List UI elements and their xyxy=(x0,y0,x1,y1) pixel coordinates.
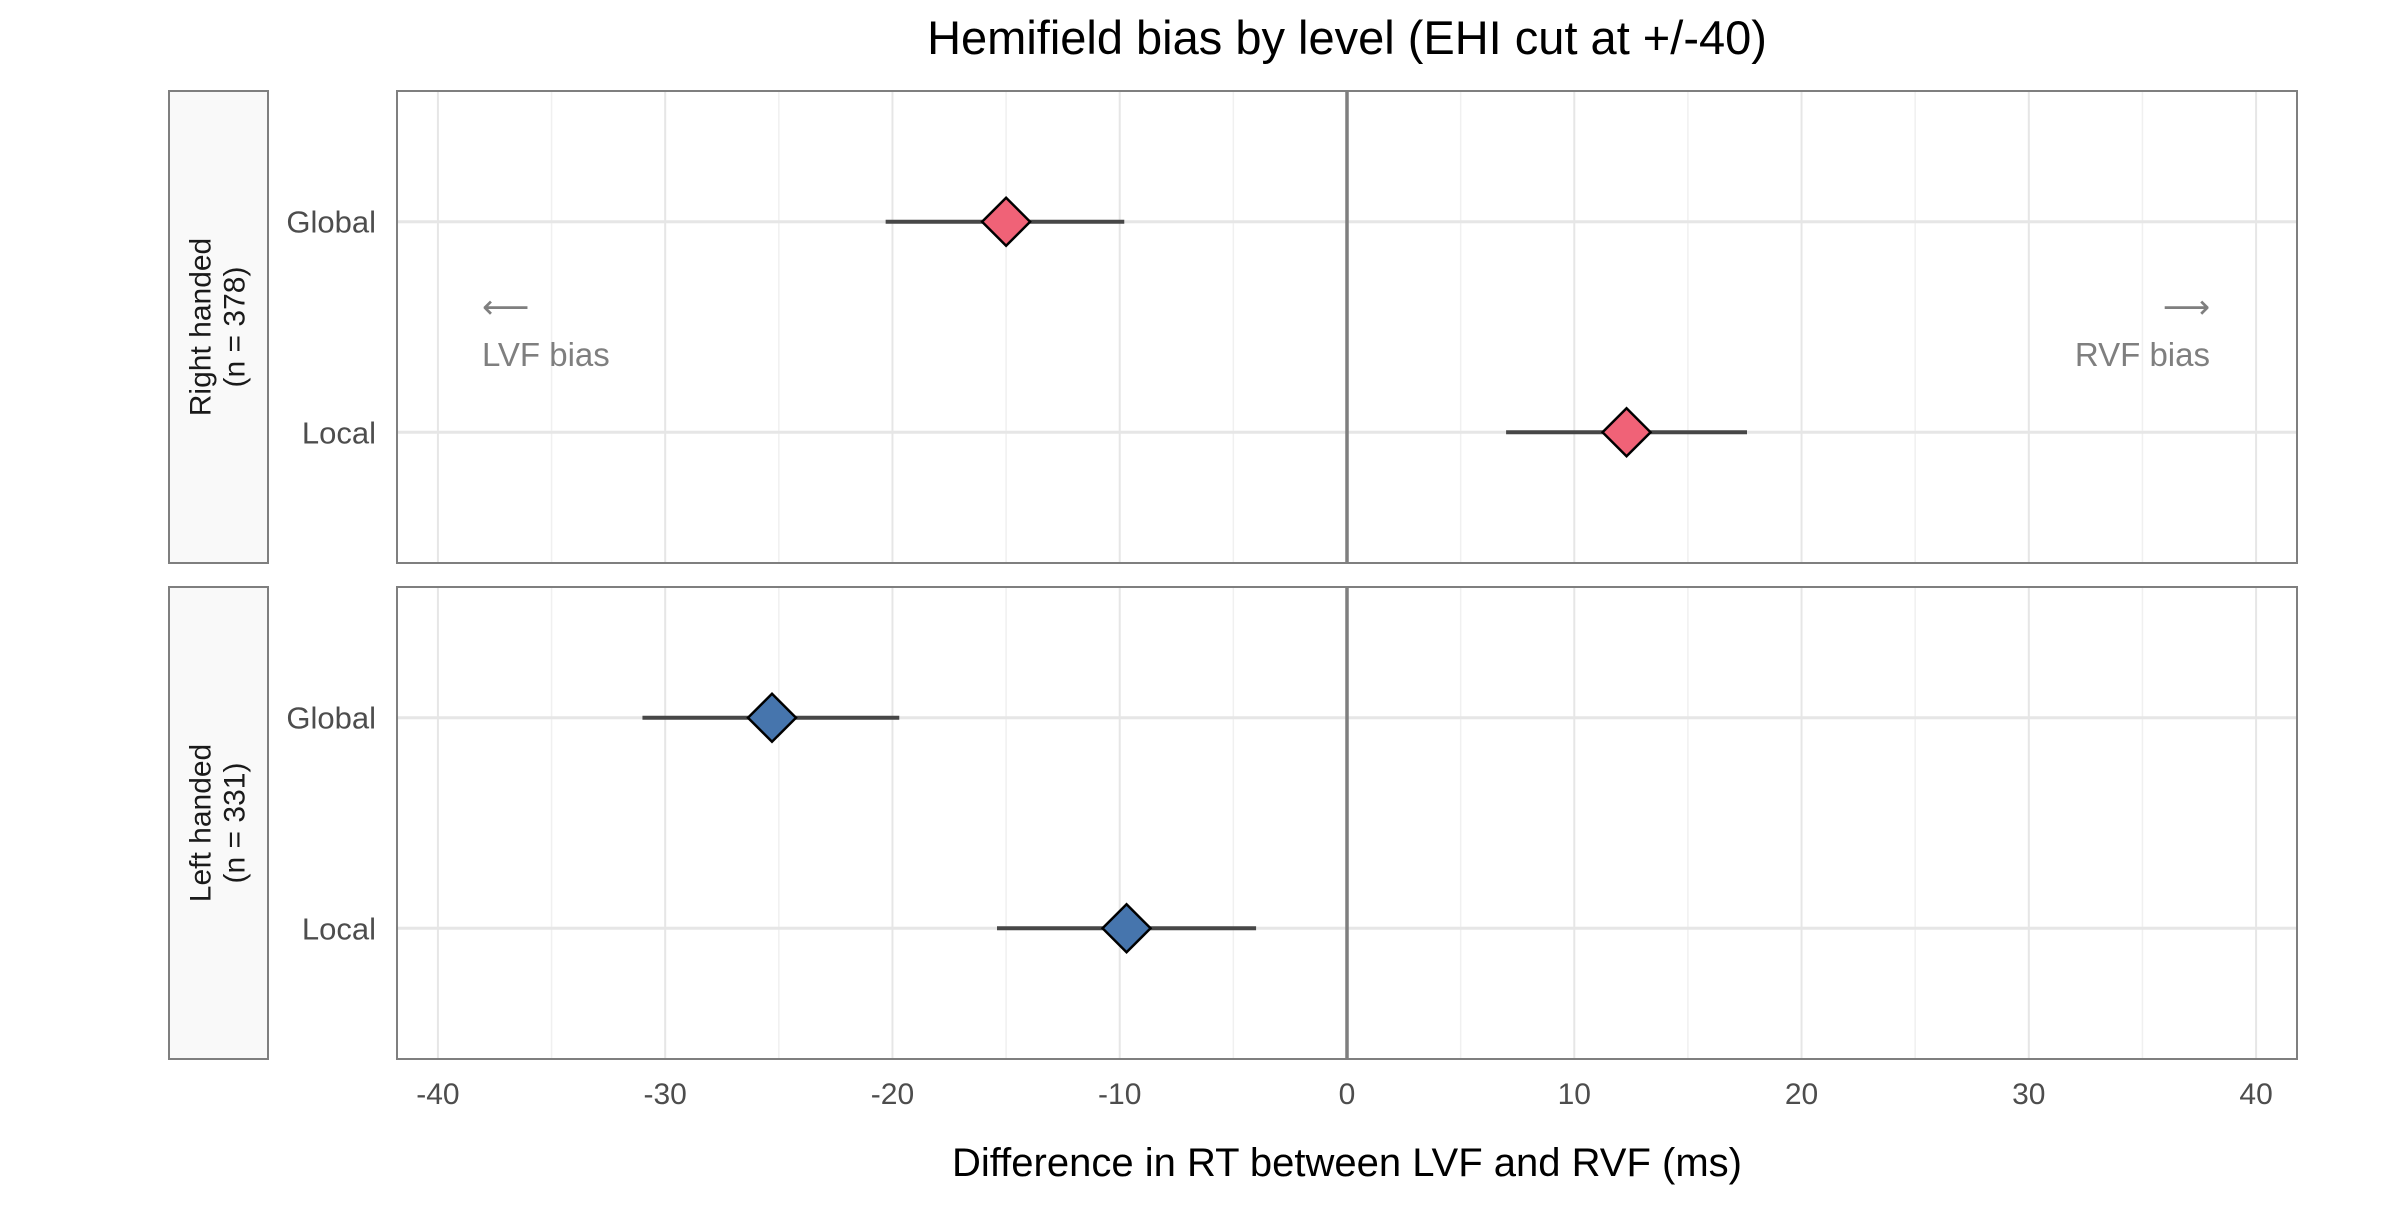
panel-border xyxy=(396,586,2298,1060)
y-category-label: Global xyxy=(286,205,376,240)
chart-title: Hemifield bias by level (EHI cut at +/-4… xyxy=(927,11,1767,64)
text-layer: Right handed (n = 378) Global Local ⟵ LVF bia… xyxy=(185,11,2273,1185)
background-layer xyxy=(168,90,269,1060)
x-axis-title: Difference in RT between LVF and RVF (ms… xyxy=(952,1141,1742,1185)
x-tick-label: 40 xyxy=(2239,1078,2272,1111)
facet-strip-box xyxy=(168,586,269,1060)
x-tick-label: 30 xyxy=(2012,1078,2045,1111)
marks-layer xyxy=(396,90,2298,1060)
y-category-label: Local xyxy=(302,415,376,450)
left-arrow-annotation: ⟵ xyxy=(482,288,529,325)
y-category-label: Local xyxy=(302,911,376,946)
x-tick-label: -20 xyxy=(871,1078,914,1111)
facet-strip-label: Left handed (n = 331) xyxy=(185,744,252,902)
x-tick-label: -10 xyxy=(1098,1078,1141,1111)
point-marker-diamond xyxy=(980,195,1032,248)
panel-border xyxy=(396,90,2298,564)
facet-strip-label: Right handed (n = 378) xyxy=(185,238,252,416)
facet-strip-box xyxy=(168,90,269,564)
facet-strip-label-line1: Left handed xyxy=(185,744,218,902)
facet-strip-label-line2: (n = 378) xyxy=(219,267,252,388)
x-tick-label: 10 xyxy=(1558,1078,1591,1111)
rvf-bias-annotation: RVF bias xyxy=(2075,336,2210,373)
point-marker-diamond xyxy=(1600,406,1653,459)
point-marker-diamond xyxy=(746,691,798,744)
point-marker-diamond xyxy=(1100,902,1153,955)
right-arrow-annotation: ⟶ xyxy=(2163,288,2210,325)
x-tick-label: -40 xyxy=(416,1078,459,1111)
lvf-bias-annotation: LVF bias xyxy=(482,336,610,373)
x-tick-label: -30 xyxy=(644,1078,687,1111)
x-tick-label: 20 xyxy=(1785,1078,1818,1111)
facet-strip-label-line2: (n = 331) xyxy=(219,763,252,884)
facet-strip-label-line1: Right handed xyxy=(185,238,218,416)
y-category-label: Global xyxy=(286,701,376,736)
x-tick-label: 0 xyxy=(1339,1078,1356,1111)
